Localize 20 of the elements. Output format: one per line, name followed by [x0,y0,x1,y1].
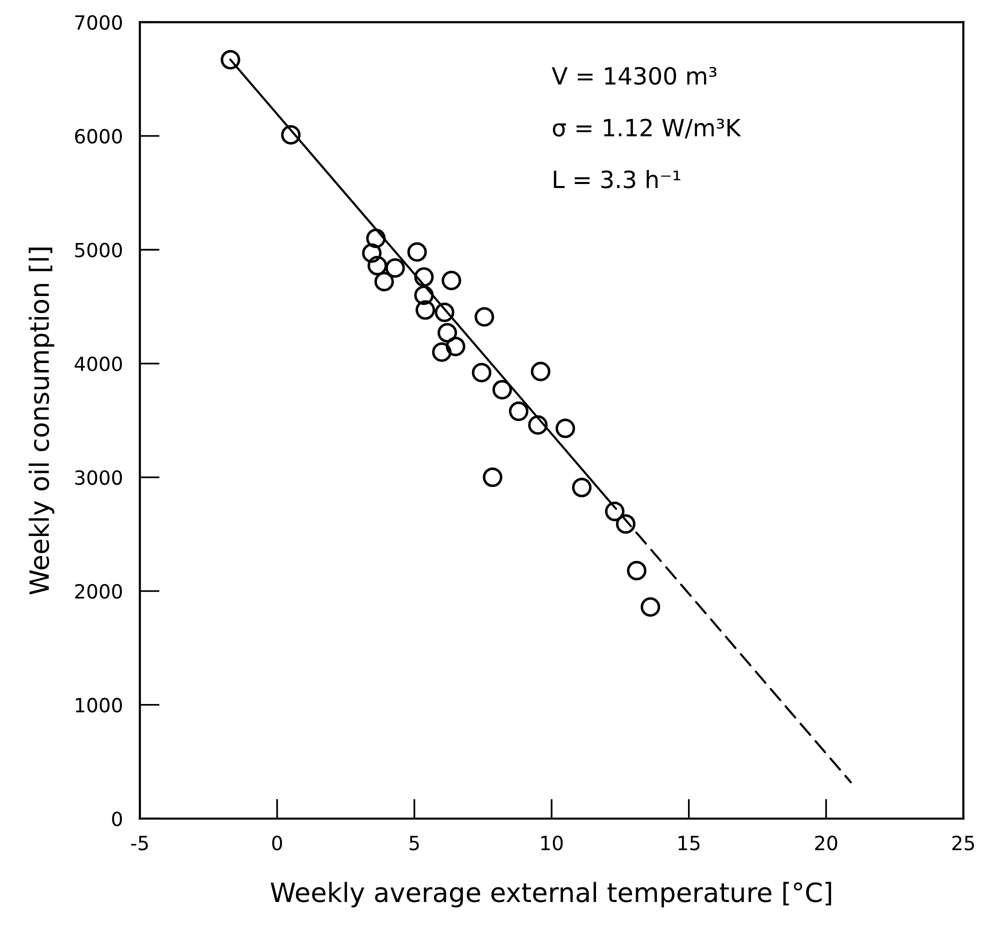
x-tick-label: 5 [410,836,419,850]
y-tick-label: 3000 [75,470,122,485]
y-tick-label: 5000 [75,242,122,258]
x-tick-label: 0 [272,836,282,850]
annotation: σ = 1.12 W/m³K [552,118,742,138]
x-tick-label: -5 [131,836,148,850]
y-axis-title: Weekly oil consumption [l] [28,248,54,595]
y-tick-label: 2000 [75,584,122,599]
annotation: V = 14300 m³ [552,66,716,85]
y-tick-label: 7000 [75,15,122,30]
y-tick-label: 0 [112,812,122,826]
x-tick-label: 25 [952,836,974,850]
y-tick-label: 6000 [75,128,122,144]
y-tick-label: 4000 [74,356,122,372]
y-tick-label: 1000 [76,698,122,713]
annotation: L = 3.3 h⁻¹ [554,170,680,188]
x-axis-title: Weekly average external temperature [°C] [270,882,832,908]
x-tick-label: 20 [815,836,838,850]
x-tick-label: 10 [541,836,563,850]
x-tick-label: 15 [678,836,700,850]
